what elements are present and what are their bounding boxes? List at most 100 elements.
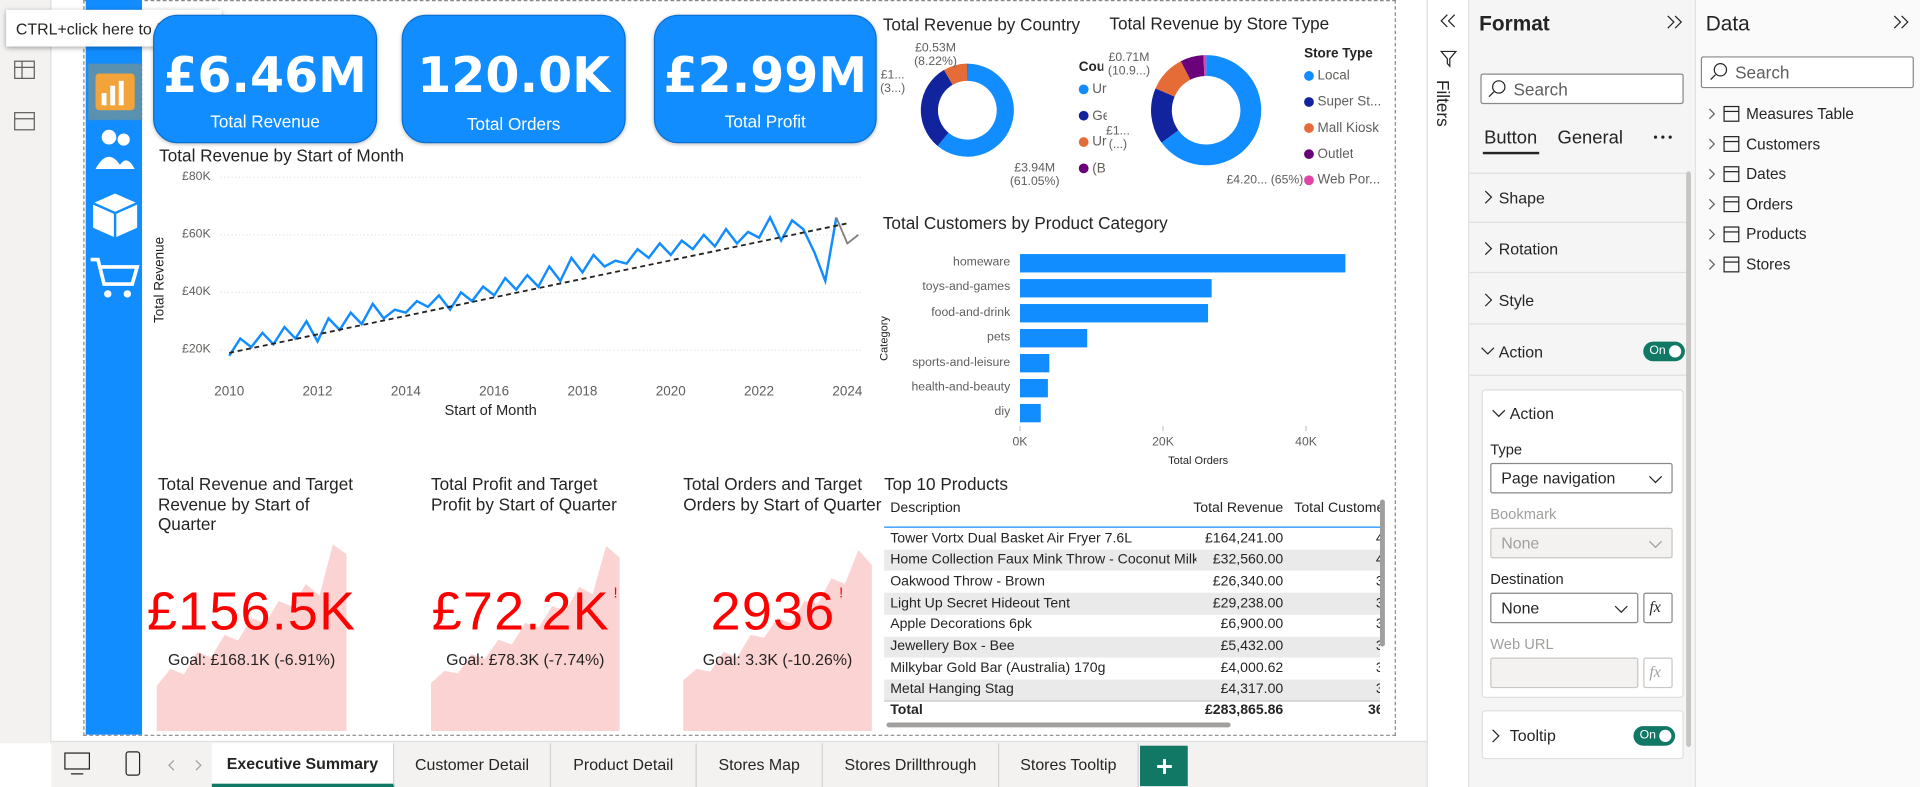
collapse-icon[interactable] [1892, 15, 1912, 32]
legend-swatch [1304, 149, 1314, 160]
filter-icon [1439, 50, 1458, 68]
format-tab[interactable]: General [1557, 127, 1623, 149]
table-cell: Apple Decorations 6pk [890, 617, 1032, 633]
donut-slice [1203, 55, 1207, 76]
collapse-icon[interactable] [1665, 15, 1685, 32]
desktop-icon[interactable] [64, 752, 91, 770]
legend-label[interactable]: Ur [1092, 82, 1107, 97]
dropdown-chevrons [1614, 475, 1663, 614]
customers-icon[interactable] [101, 129, 117, 145]
legend-label[interactable]: Mall Kiosk [1317, 120, 1379, 136]
table-cell: Light Up Secret Hideout Tent [890, 595, 1070, 611]
page-tab[interactable]: Executive Summary [211, 743, 395, 787]
section[interactable] [1469, 326, 1689, 376]
x-tick-label: 2016 [479, 384, 510, 400]
table-cell: £6,900.00 [1220, 617, 1284, 633]
legend-label[interactable]: Local [1317, 68, 1350, 84]
table-cell: £5,432.00 [1220, 639, 1284, 654]
x-tick-label: 2024 [832, 384, 863, 400]
legend-label[interactable]: Ur [1092, 134, 1107, 150]
section-title: Action [1498, 342, 1544, 362]
legend-label[interactable]: Web Por... [1317, 172, 1381, 188]
data-item[interactable]: Measures Table [1746, 105, 1854, 123]
kpi-card: £2.99M Total Profit [653, 14, 877, 144]
donut-slice [937, 63, 1014, 157]
section[interactable] [1469, 223, 1689, 274]
kpi-alert: ! [613, 584, 619, 602]
x-tick-label: 40K [1295, 435, 1317, 450]
v-scrollbar[interactable] [1380, 499, 1385, 647]
legend-label[interactable]: Outlet [1317, 146, 1354, 162]
column-header[interactable]: Total Revenue [1193, 500, 1284, 516]
icon-bar [110, 85, 116, 106]
filters-pane[interactable] [1426, 0, 1470, 787]
data-item[interactable]: Customers [1746, 135, 1821, 153]
legend-label[interactable]: (B [1092, 161, 1106, 176]
data-pane [1694, 0, 1920, 787]
expand-chevron [1708, 138, 1716, 150]
chevron [1492, 409, 1506, 418]
model-view-icon[interactable] [14, 112, 35, 131]
y-tick-label: £60K [182, 227, 211, 241]
page-tab[interactable]: Stores Tooltip [999, 743, 1139, 787]
card-title: Action [1509, 404, 1555, 423]
fx-button[interactable]: fx [1643, 592, 1673, 624]
column-header[interactable]: Description [890, 500, 961, 516]
data-item[interactable]: Dates [1746, 165, 1787, 183]
mobile-icon[interactable] [125, 751, 141, 776]
search-box[interactable] [1480, 73, 1684, 105]
toggle[interactable]: On [1643, 341, 1685, 362]
data-item[interactable]: Stores [1746, 255, 1791, 274]
kpi-title: Total Revenue and Target Revenue by Star… [157, 473, 354, 534]
filters-icons [1439, 14, 1458, 68]
chevron [1492, 729, 1500, 743]
kpi-value-wrap: £156.5K [132, 585, 371, 639]
scroll-left[interactable] [168, 759, 175, 771]
nav-bar [85, 0, 143, 735]
kpi-value: £72.2K [431, 581, 610, 642]
toggle[interactable]: On [1633, 726, 1676, 746]
expand-icon[interactable] [1440, 14, 1456, 28]
kpi-trend-area [431, 546, 620, 732]
more-icon[interactable] [1653, 132, 1675, 142]
kpi-value: £156.5K [146, 581, 357, 642]
format-tab[interactable]: Button [1484, 127, 1538, 149]
page-tab[interactable]: Stores Map [697, 743, 823, 787]
legend-label[interactable]: Super St... [1317, 94, 1382, 110]
destination-dropdown[interactable]: None [1490, 592, 1639, 624]
icon-line [92, 202, 138, 238]
x-tick-label: 2014 [390, 384, 421, 400]
table-view-icon[interactable] [14, 60, 35, 79]
table-cell: £164,241.00 [1204, 530, 1284, 546]
column-header[interactable]: Total Custome [1294, 500, 1380, 516]
x-tick-label: 2018 [567, 384, 598, 400]
data-item[interactable]: Orders [1746, 195, 1793, 213]
scrollbar[interactable] [1686, 171, 1692, 747]
h-scrollbar[interactable] [886, 722, 1231, 728]
table-cell: Milkybar Gold Bar (Australia) 170g [890, 660, 1106, 676]
search-box[interactable] [1700, 56, 1914, 89]
kpi-value: 2936 [710, 581, 836, 642]
section[interactable] [1469, 172, 1689, 223]
scroll-right[interactable] [195, 759, 202, 771]
search-icon [1710, 63, 1728, 81]
card-label: Total Orders [466, 113, 561, 134]
table-icon [1723, 105, 1740, 122]
field-label: Destination [1490, 570, 1564, 588]
page-tab[interactable]: Stores Drillthrough [823, 743, 1000, 787]
chevron [1667, 15, 1683, 29]
chevron-down[interactable] [1490, 407, 1507, 422]
data-item[interactable]: Products [1746, 225, 1807, 243]
bar [1020, 304, 1209, 323]
expand-chevron [1708, 259, 1716, 270]
chevron [1648, 475, 1663, 484]
page-tab[interactable]: Product Detail [551, 743, 697, 787]
forecast-line [835, 217, 859, 245]
page-tab[interactable]: Customer Detail [394, 743, 552, 787]
type-dropdown[interactable]: Page navigation [1490, 462, 1673, 494]
legend-label[interactable]: Ge [1092, 108, 1107, 124]
y-tick-label: £80K [182, 169, 211, 184]
search-placeholder: Search [1735, 62, 1790, 83]
section[interactable] [1469, 274, 1689, 325]
stores-icon[interactable] [90, 257, 140, 286]
